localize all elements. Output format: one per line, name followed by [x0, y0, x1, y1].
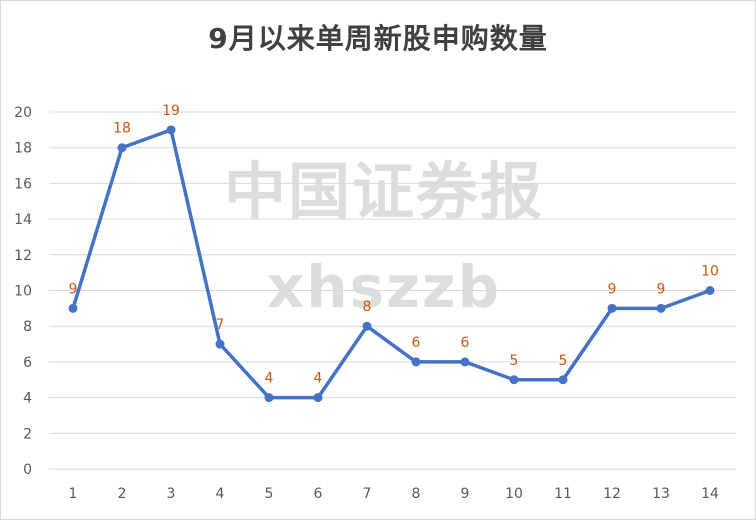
data-point — [362, 321, 372, 331]
data-point — [117, 143, 127, 153]
y-tick-label: 14 — [14, 212, 32, 228]
data-label: 5 — [510, 353, 519, 369]
data-label: 19 — [162, 103, 180, 119]
x-tick-label: 1 — [69, 486, 78, 502]
y-axis-ticks: 0 2 4 6 8 10 12 14 16 18 20 — [14, 105, 32, 478]
y-tick-label: 20 — [14, 105, 32, 121]
watermark-handle: xhszzb — [266, 253, 502, 321]
data-point — [68, 303, 78, 313]
data-point — [705, 286, 715, 295]
y-tick-label: 2 — [23, 426, 32, 442]
y-tick-label: 8 — [23, 319, 32, 335]
x-tick-label: 14 — [701, 486, 719, 502]
x-tick-label: 11 — [554, 486, 572, 502]
data-point — [460, 357, 470, 367]
chart-title: 9月以来单周新股申购数量 — [208, 22, 548, 55]
data-point — [313, 393, 323, 403]
data-label: 10 — [701, 264, 719, 280]
data-label: 4 — [314, 371, 323, 387]
data-point — [166, 125, 176, 135]
data-point — [264, 393, 274, 403]
x-tick-label: 6 — [314, 486, 323, 502]
data-point — [215, 339, 225, 349]
data-label: 9 — [657, 281, 666, 297]
x-tick-label: 7 — [363, 486, 372, 502]
y-tick-label: 10 — [14, 284, 32, 300]
x-tick-label: 5 — [265, 486, 274, 502]
data-label: 7 — [216, 317, 225, 333]
data-label: 8 — [363, 299, 372, 315]
x-tick-label: 12 — [603, 486, 621, 502]
x-tick-label: 13 — [652, 486, 670, 502]
data-label: 6 — [412, 335, 421, 351]
data-point — [509, 375, 519, 385]
x-tick-label: 8 — [412, 486, 421, 502]
y-tick-label: 12 — [14, 248, 32, 264]
x-tick-label: 9 — [461, 486, 470, 502]
y-tick-label: 6 — [23, 355, 32, 371]
x-tick-label: 2 — [118, 486, 127, 502]
data-label: 9 — [69, 281, 78, 297]
x-tick-label: 3 — [167, 486, 176, 502]
data-label: 4 — [265, 371, 274, 387]
x-tick-label: 10 — [505, 486, 523, 502]
data-label: 18 — [113, 121, 131, 137]
data-points — [68, 125, 715, 403]
x-tick-label: 4 — [216, 486, 225, 502]
data-point — [411, 357, 421, 367]
x-axis-ticks: 1 2 3 4 5 6 7 8 9 10 11 12 13 14 — [69, 486, 719, 502]
data-label: 9 — [608, 281, 617, 297]
data-point — [656, 303, 666, 313]
data-labels: 9 18 19 7 4 4 8 6 6 5 5 9 9 10 — [69, 103, 719, 387]
y-tick-label: 0 — [23, 462, 32, 478]
y-tick-label: 4 — [23, 391, 32, 407]
data-label: 6 — [461, 335, 470, 351]
series-line-group — [71, 128, 712, 400]
y-tick-label: 16 — [14, 176, 32, 192]
y-tick-label: 18 — [14, 141, 32, 157]
watermark-text: 中国证券报 — [223, 155, 544, 228]
data-label: 5 — [559, 353, 568, 369]
gridlines — [49, 111, 736, 470]
data-point — [607, 303, 617, 313]
data-point — [558, 375, 568, 385]
series-line — [71, 128, 712, 400]
